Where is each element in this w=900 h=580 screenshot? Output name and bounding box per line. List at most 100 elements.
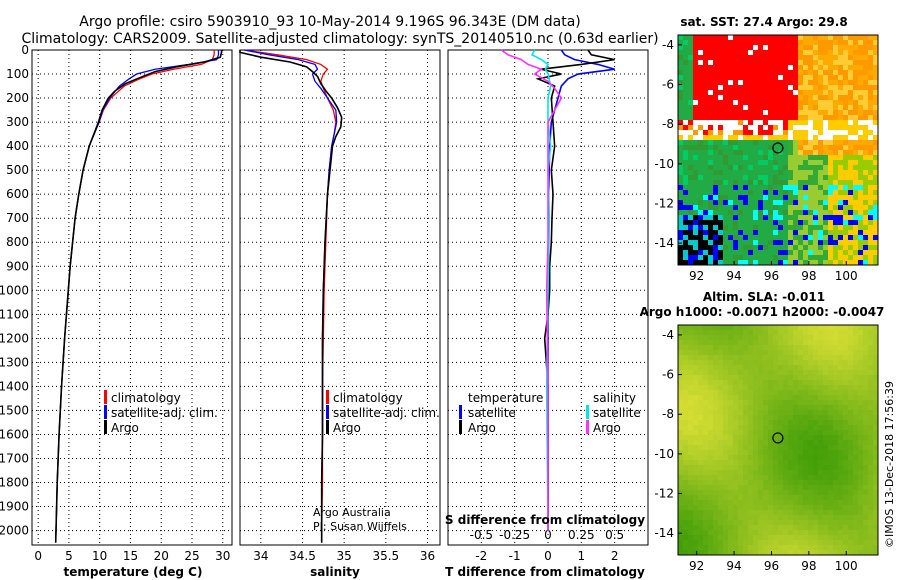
heatmap-cell — [678, 205, 684, 211]
heatmap-cell — [713, 430, 719, 436]
heatmap-cell — [838, 415, 844, 421]
heatmap-cell — [808, 110, 814, 116]
heatmap-cell — [778, 510, 784, 516]
heatmap-cell — [843, 515, 849, 521]
heatmap-cell — [803, 110, 809, 116]
heatmap-cell — [873, 410, 879, 416]
heatmap-cell — [678, 255, 684, 261]
heatmap-cell — [783, 510, 789, 516]
heatmap-cell — [713, 110, 719, 116]
heatmap-cell — [803, 195, 809, 201]
heatmap-cell — [798, 495, 804, 501]
heatmap-cell — [698, 375, 704, 381]
heatmap-cell — [853, 550, 859, 556]
heatmap-cell — [873, 260, 879, 266]
heatmap-cell — [803, 360, 809, 366]
heatmap-cell — [768, 540, 774, 546]
heatmap-cell — [843, 360, 849, 366]
heatmap-cell — [803, 545, 809, 551]
heatmap-cell — [783, 495, 789, 501]
heatmap-cell — [868, 115, 874, 121]
heatmap-cell — [858, 545, 864, 551]
heatmap-cell — [738, 415, 744, 421]
heatmap-cell — [693, 495, 699, 501]
heatmap-cell — [803, 235, 809, 241]
heatmap-cell — [788, 195, 794, 201]
heatmap-cell — [873, 540, 879, 546]
heatmap-cell — [828, 335, 834, 341]
heatmap-cell — [773, 485, 779, 491]
heatmap-cell — [708, 105, 714, 111]
heatmap-cell — [693, 105, 699, 111]
heatmap-cell — [838, 385, 844, 391]
heatmap-cell — [748, 510, 754, 516]
x-tick-label: 1 — [578, 549, 586, 563]
heatmap-cell — [703, 130, 709, 136]
heatmap-cell — [828, 415, 834, 421]
heatmap-cell — [823, 370, 829, 376]
heatmap-cell — [828, 440, 834, 446]
heatmap-cell — [768, 375, 774, 381]
heatmap-cell — [818, 245, 824, 251]
lat-tick-label: -14 — [654, 236, 674, 250]
heatmap-cell — [813, 260, 819, 266]
heatmap-cell — [788, 460, 794, 466]
heatmap-cell — [828, 470, 834, 476]
heatmap-cell — [868, 85, 874, 91]
heatmap-cell — [868, 190, 874, 196]
heatmap-cell — [788, 505, 794, 511]
heatmap-cell — [688, 145, 694, 151]
heatmap-cell — [828, 100, 834, 106]
heatmap-cell — [858, 470, 864, 476]
heatmap-cell — [833, 35, 839, 41]
heatmap-cell — [783, 190, 789, 196]
heatmap-cell — [843, 330, 849, 336]
heatmap-cell — [688, 425, 694, 431]
heatmap-cell — [828, 340, 834, 346]
heatmap-cell — [838, 520, 844, 526]
heatmap-cell — [858, 330, 864, 336]
heatmap-cell — [693, 185, 699, 191]
heatmap-cell — [743, 205, 749, 211]
lon-tick-label: 98 — [801, 559, 816, 573]
heatmap-cell — [858, 95, 864, 101]
heatmap-cell — [873, 40, 879, 46]
heatmap-cell — [678, 160, 684, 166]
heatmap-cell — [723, 235, 729, 241]
heatmap-cell — [818, 65, 824, 71]
heatmap-cell — [743, 515, 749, 521]
heatmap-cell — [833, 335, 839, 341]
heatmap-cell — [843, 325, 849, 331]
heatmap-cell — [698, 55, 704, 61]
heatmap-cell — [813, 150, 819, 156]
heatmap-cell — [753, 130, 759, 136]
heatmap-cell — [813, 395, 819, 401]
heatmap-cell — [798, 160, 804, 166]
heatmap-cell — [693, 140, 699, 146]
heatmap-cell — [813, 485, 819, 491]
heatmap-cell — [738, 360, 744, 366]
heatmap-cell — [683, 325, 689, 331]
heatmap-cell — [828, 125, 834, 131]
heatmap-cell — [763, 235, 769, 241]
heatmap-cell — [688, 520, 694, 526]
heatmap-cell — [703, 525, 709, 531]
heatmap-cell — [748, 200, 754, 206]
salinity-tick-labels: 34 34.5 35 35.5 36 — [253, 549, 435, 563]
heatmap-cell — [778, 430, 784, 436]
heatmap-cell — [778, 450, 784, 456]
heatmap-cell — [768, 80, 774, 86]
heatmap-cell — [758, 525, 764, 531]
heatmap-cell — [783, 230, 789, 236]
heatmap-cell — [863, 370, 869, 376]
heatmap-cell — [858, 405, 864, 411]
heatmap-cell — [738, 125, 744, 131]
heatmap-cell — [738, 220, 744, 226]
heatmap-cell — [808, 160, 814, 166]
heatmap-cell — [728, 525, 734, 531]
heatmap-cell — [758, 545, 764, 551]
y-tick-label: 500 — [6, 163, 29, 177]
heatmap-cell — [698, 235, 704, 241]
heatmap-cell — [868, 75, 874, 81]
heatmap-cell — [768, 535, 774, 541]
